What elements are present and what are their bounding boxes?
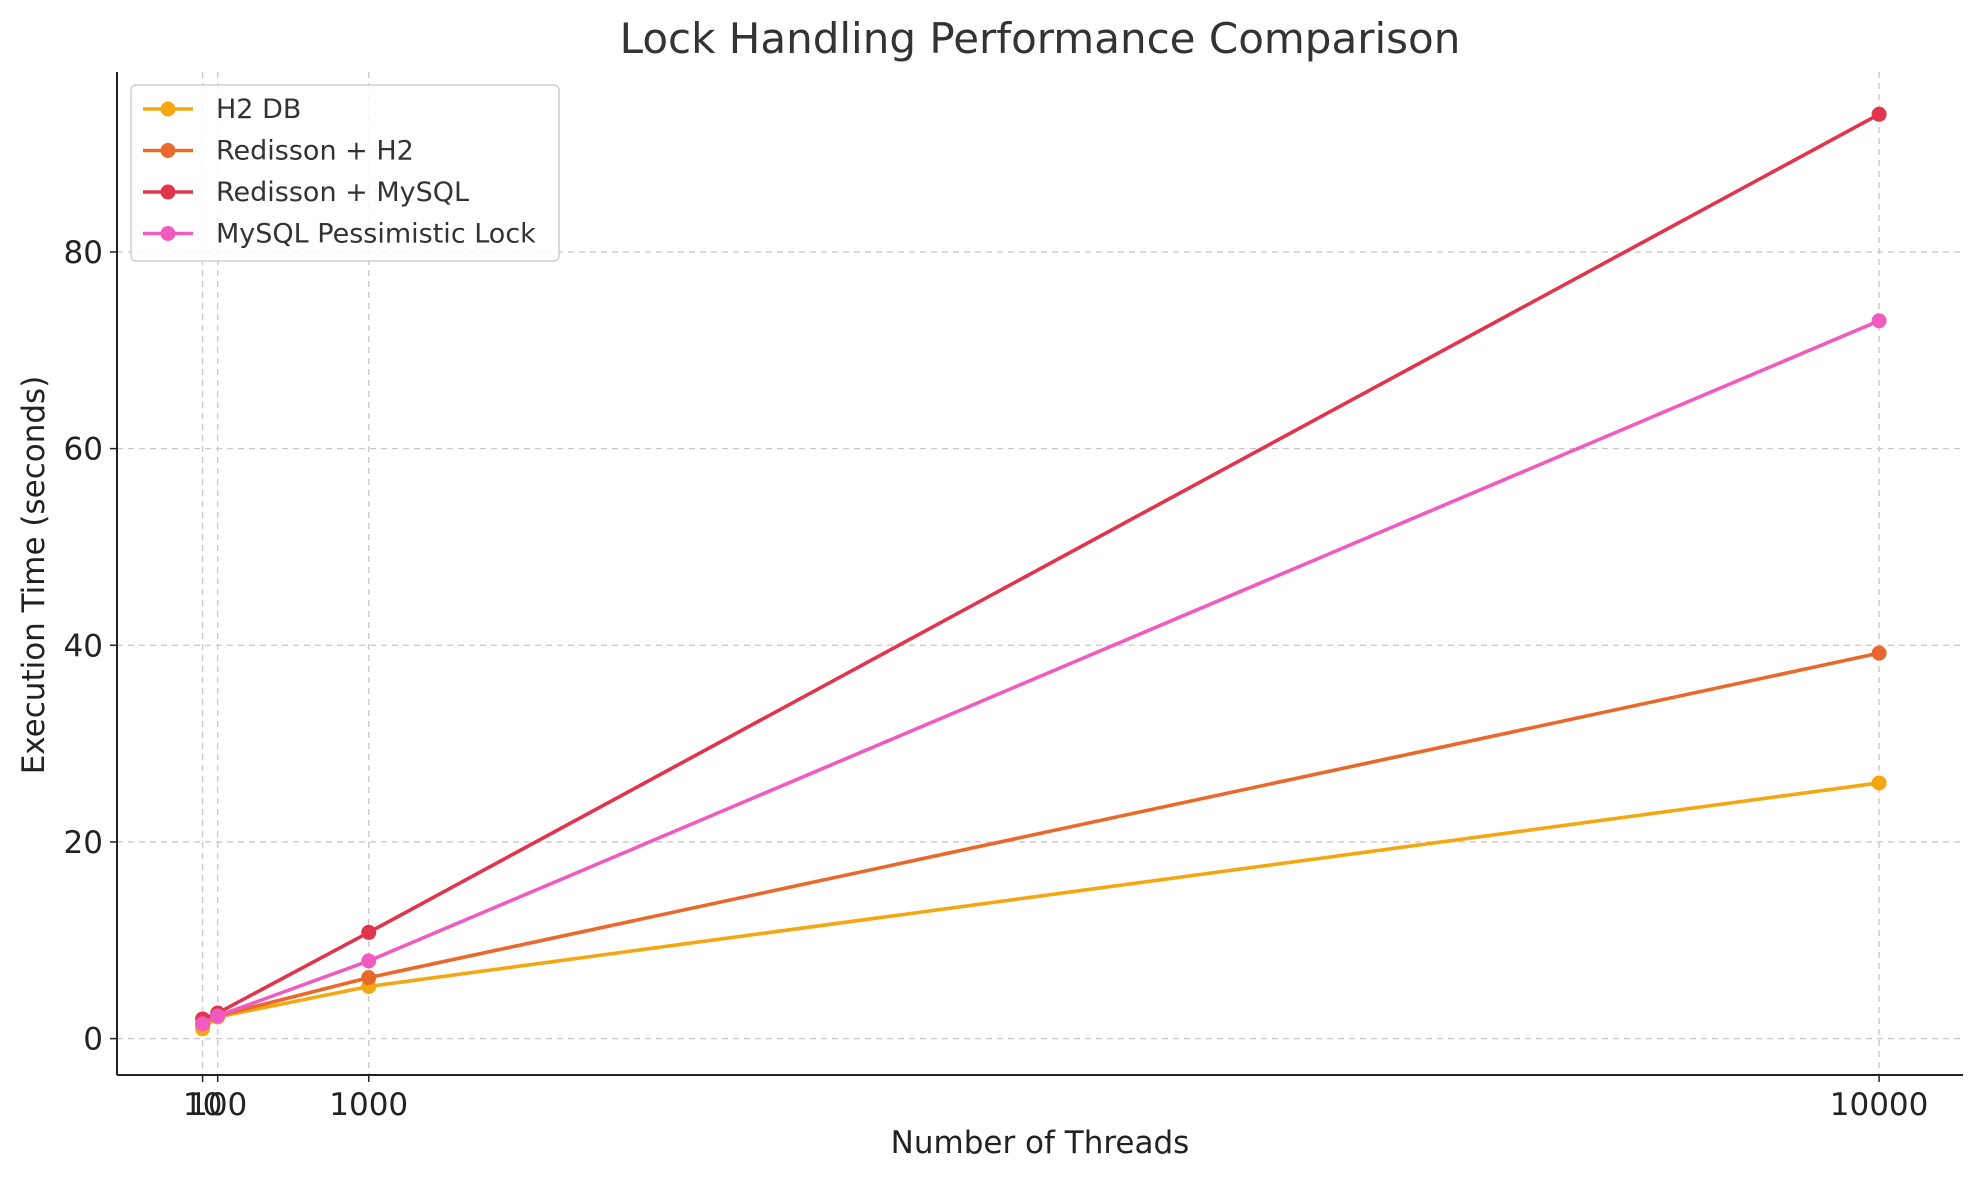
legend-box	[130, 84, 560, 262]
legend-item: Redisson + MySQL	[143, 177, 469, 208]
legend-item: H2 DB	[143, 94, 301, 125]
legend: H2 DB Redisson + H2 Redisson + MySQL MySQL …	[130, 84, 560, 262]
legend-item: MySQL Pessimistic Lock	[143, 219, 536, 250]
legend-marker	[160, 226, 176, 241]
data-point	[361, 970, 377, 986]
y-tick-label: 0	[83, 1022, 103, 1058]
data-point	[1871, 775, 1887, 791]
legend-marker	[160, 184, 176, 200]
x-tick-label: 100	[188, 1087, 247, 1123]
series-line	[201, 781, 1880, 1031]
axes	[116, 72, 1963, 1076]
x-tick-label: 10000	[1830, 1087, 1929, 1123]
legend-label: Redisson + MySQL	[216, 177, 469, 208]
data-point	[1871, 106, 1887, 122]
x-tick-label: 1000	[329, 1087, 408, 1123]
data-point	[1871, 313, 1887, 329]
chart-title: Lock Handling Performance Comparison	[620, 14, 1461, 63]
y-tick-label: 40	[64, 628, 103, 664]
series-line	[201, 319, 1880, 1026]
legend-label: MySQL Pessimistic Lock	[216, 219, 536, 250]
data-point	[1871, 645, 1887, 661]
legend-label: H2 DB	[216, 94, 301, 125]
series-redisson-h2	[195, 645, 1887, 1032]
y-tick-label: 20	[64, 825, 103, 861]
legend-marker	[160, 143, 176, 158]
legend-item: Redisson + H2	[143, 136, 414, 167]
data-point	[361, 953, 377, 969]
series-mysql-pessimistic-lock	[195, 313, 1887, 1032]
series-h2-db	[195, 775, 1887, 1037]
x-axis-label: Number of Threads	[891, 1125, 1190, 1161]
data-point	[361, 924, 377, 940]
series	[195, 106, 1887, 1037]
data-point	[195, 1016, 211, 1032]
legend-marker	[160, 101, 176, 117]
series-line	[201, 112, 1880, 1021]
y-tick-label: 60	[64, 432, 103, 468]
y-tick-label: 80	[64, 235, 103, 271]
data-point	[210, 1008, 226, 1024]
x-tick-label: 10	[183, 1087, 222, 1123]
y-axis-label: Execution Time (seconds)	[16, 376, 52, 775]
series-line	[201, 651, 1880, 1026]
legend-label: Redisson + H2	[216, 136, 414, 167]
